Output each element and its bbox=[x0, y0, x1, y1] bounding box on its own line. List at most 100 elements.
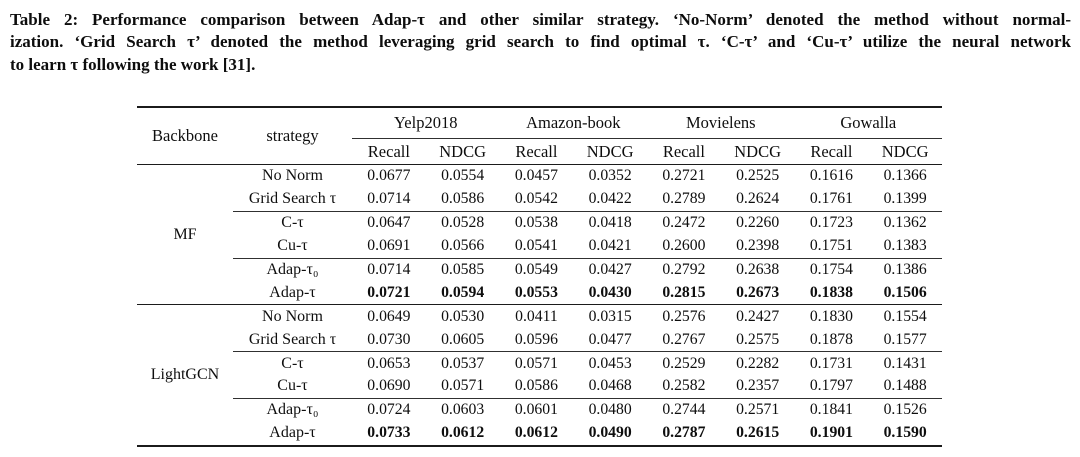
metric-header: NDCG bbox=[573, 138, 648, 165]
backbone-label-lightgcn: LightGCN bbox=[137, 304, 233, 447]
value-cell: 0.0528 bbox=[425, 210, 500, 235]
table-row: Grid Search τ 0.0714 0.0586 0.0542 0.042… bbox=[137, 188, 942, 211]
value-cell: 0.0653 bbox=[352, 351, 426, 376]
metric-header: Recall bbox=[499, 138, 574, 165]
value-cell: 0.2472 bbox=[647, 210, 721, 235]
table-row: Adap-τ 0.0733 0.0612 0.0612 0.0490 0.278… bbox=[137, 421, 943, 447]
table-row: Cu-τ 0.0690 0.0571 0.0586 0.0468 0.2582 … bbox=[137, 375, 942, 398]
group-header-movielens: Movielens bbox=[647, 106, 795, 139]
value-cell: 0.0554 bbox=[441, 167, 485, 185]
metric-header: NDCG bbox=[425, 138, 500, 165]
value-cell: 0.1362 bbox=[868, 210, 943, 235]
value-cell: 0.0537 bbox=[425, 351, 500, 376]
value-cell: 0.0585 bbox=[425, 257, 500, 282]
value-cell: 0.2600 bbox=[662, 237, 706, 255]
value-cell: 0.0647 bbox=[352, 210, 426, 235]
value-cell: 0.0714 bbox=[352, 257, 426, 282]
value-cell: 0.2792 bbox=[647, 257, 721, 282]
value-cell: 0.1386 bbox=[868, 257, 943, 282]
value-cell: 0.2767 bbox=[662, 330, 706, 348]
value-cell: 0.0315 bbox=[573, 304, 648, 329]
value-cell: 0.2282 bbox=[720, 351, 795, 376]
table-caption-line-3: to learn τ following the work [31]. bbox=[10, 54, 256, 74]
group-header-yelp2018: Yelp2018 bbox=[352, 106, 500, 139]
metric-header: Recall bbox=[647, 138, 721, 165]
value-cell: 0.0457 bbox=[514, 167, 558, 185]
strategy-cell: Grid Search τ bbox=[248, 190, 337, 208]
value-cell: 0.1797 bbox=[809, 377, 853, 395]
value-cell: 0.2576 bbox=[647, 304, 721, 329]
value-cell: 0.0453 bbox=[573, 351, 648, 376]
strategy-cell: C-τ bbox=[233, 210, 352, 235]
value-cell: 0.1731 bbox=[794, 351, 869, 376]
value-cell: 0.0649 bbox=[352, 304, 426, 329]
value-cell: 0.0594 bbox=[441, 283, 485, 301]
value-cell: 0.1577 bbox=[883, 330, 927, 348]
value-cell: 0.0586 bbox=[514, 377, 558, 395]
value-cell: 0.0730 bbox=[367, 330, 411, 348]
value-cell: 0.2582 bbox=[662, 377, 706, 395]
value-cell: 0.0571 bbox=[441, 377, 485, 395]
value-cell: 0.1506 bbox=[883, 283, 927, 301]
value-cell: 0.0566 bbox=[441, 237, 485, 255]
value-cell: 0.0427 bbox=[573, 257, 648, 282]
value-cell: 0.2638 bbox=[720, 257, 795, 282]
value-cell: 0.0690 bbox=[367, 377, 411, 395]
value-cell: 0.0541 bbox=[514, 237, 558, 255]
value-cell: 0.2571 bbox=[720, 397, 795, 422]
strategy-cell: No Norm bbox=[262, 167, 323, 185]
strategy-cell: Adap-τ bbox=[269, 283, 316, 301]
value-cell: 0.0430 bbox=[588, 283, 632, 301]
table-row: C-τ 0.0653 0.0537 0.0571 0.0453 0.2529 0… bbox=[137, 351, 943, 376]
value-cell: 0.2815 bbox=[662, 283, 706, 301]
table-row: C-τ 0.0647 0.0528 0.0538 0.0418 0.2472 0… bbox=[137, 210, 943, 235]
metric-header: NDCG bbox=[720, 138, 795, 165]
group-header-gowalla: Gowalla bbox=[794, 106, 943, 139]
value-cell: 0.0612 bbox=[499, 421, 574, 447]
value-cell: 0.2357 bbox=[736, 377, 780, 395]
value-cell: 0.0691 bbox=[367, 237, 411, 255]
value-cell: 0.0714 bbox=[367, 190, 411, 208]
value-cell: 0.1901 bbox=[794, 421, 869, 447]
value-cell: 0.2787 bbox=[647, 421, 721, 447]
backbone-label-mf: MF bbox=[173, 225, 197, 243]
performance-table: Backbone strategy Yelp2018 Amazon-book M… bbox=[137, 106, 943, 447]
value-cell: 0.2673 bbox=[736, 283, 780, 301]
value-cell: 0.1723 bbox=[794, 210, 869, 235]
value-cell: 0.1431 bbox=[868, 351, 943, 376]
value-cell: 0.0677 bbox=[367, 167, 411, 185]
strategy-cell: Adap-τ bbox=[233, 421, 352, 447]
value-cell: 0.1830 bbox=[794, 304, 869, 329]
value-cell: 0.0571 bbox=[499, 351, 574, 376]
value-cell: 0.1754 bbox=[794, 257, 869, 282]
table-row: Adap-τ 0.0721 0.0594 0.0553 0.0430 0.281… bbox=[137, 281, 942, 304]
value-cell: 0.0411 bbox=[499, 304, 574, 329]
value-cell: 0.0422 bbox=[588, 190, 632, 208]
value-cell: 0.2721 bbox=[662, 167, 706, 185]
value-cell: 0.0612 bbox=[425, 421, 500, 447]
value-cell: 0.0418 bbox=[573, 210, 648, 235]
value-cell: 0.1761 bbox=[809, 190, 853, 208]
header-row-datasets: Backbone strategy Yelp2018 Amazon-book M… bbox=[137, 106, 943, 165]
value-cell: 0.1838 bbox=[809, 283, 853, 301]
table-row: MF No Norm 0.0677 0.0554 0.0457 0.0352 0… bbox=[137, 165, 942, 242]
value-cell: 0.0549 bbox=[499, 257, 574, 282]
value-cell: 0.1841 bbox=[794, 397, 869, 422]
value-cell: 0.1590 bbox=[868, 421, 943, 447]
value-cell: 0.0421 bbox=[588, 237, 632, 255]
header-strategy: strategy bbox=[233, 106, 352, 165]
value-cell: 0.2529 bbox=[647, 351, 721, 376]
value-cell: 0.0733 bbox=[352, 421, 426, 447]
table-caption-line-1: Table 2: Performance comparison between … bbox=[10, 10, 1071, 29]
value-cell: 0.2398 bbox=[736, 237, 780, 255]
value-cell: 0.0605 bbox=[441, 330, 485, 348]
header-row-metrics: Recall NDCG Recall NDCG Recall NDCG Reca… bbox=[137, 138, 943, 165]
value-cell: 0.2744 bbox=[647, 397, 721, 422]
value-cell: 0.0724 bbox=[352, 397, 426, 422]
value-cell: 0.0490 bbox=[573, 421, 648, 447]
value-cell: 0.0721 bbox=[367, 283, 411, 301]
strategy-cell: Adap-τ₀ bbox=[233, 397, 352, 422]
metric-header: Recall bbox=[352, 138, 426, 165]
metric-header: Recall bbox=[794, 138, 869, 165]
